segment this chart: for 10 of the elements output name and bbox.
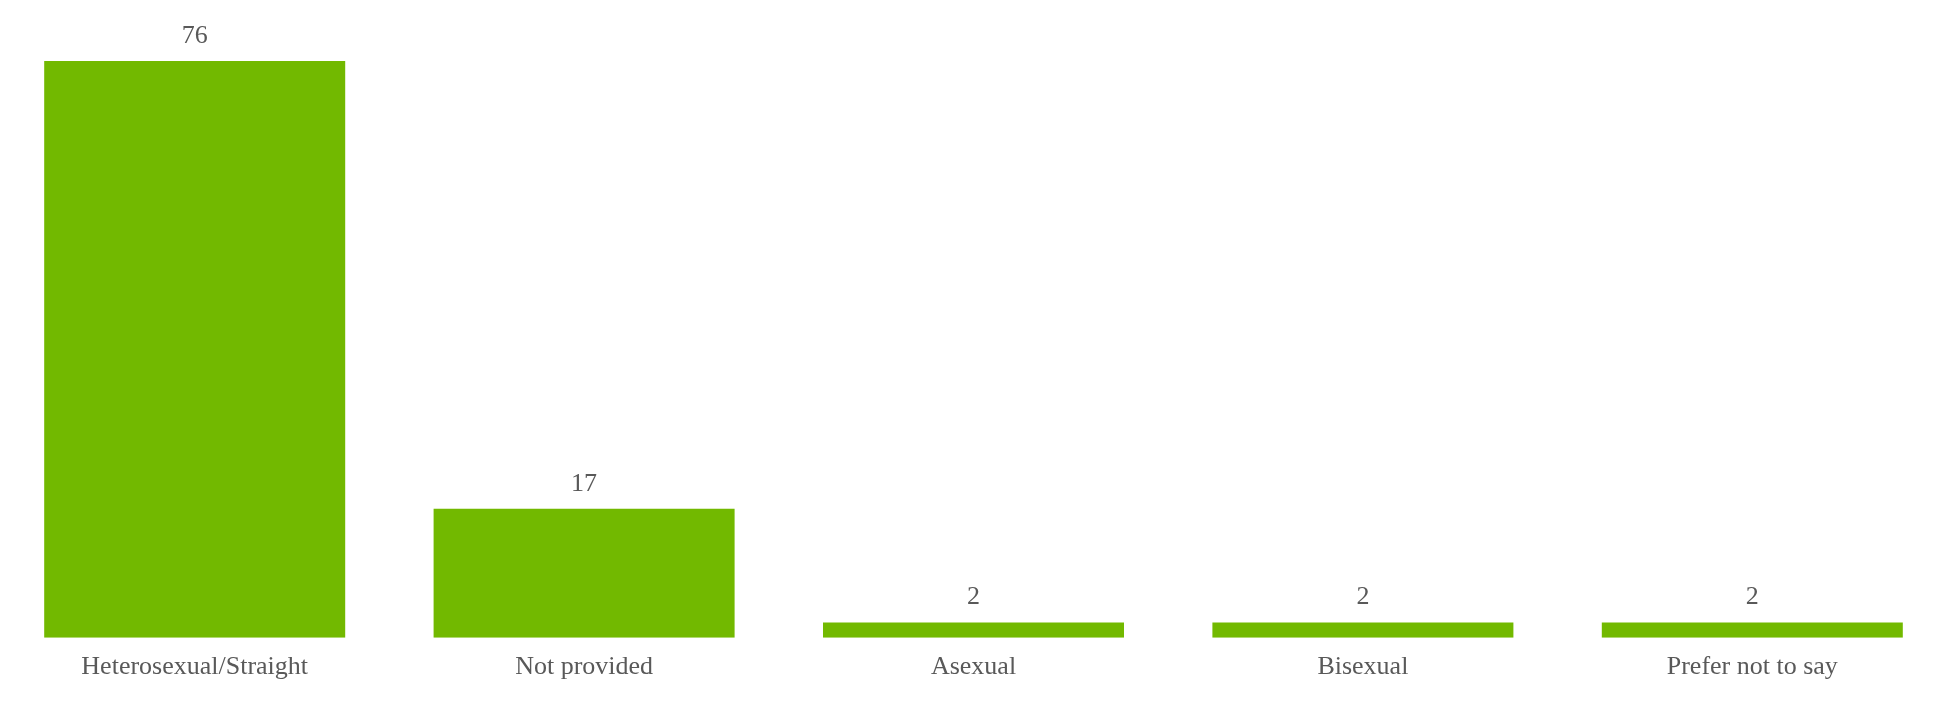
x-tick-label: Asexual (930, 651, 1017, 681)
data-label: 17 (571, 467, 598, 497)
x-tick-label: Bisexual (1317, 651, 1409, 681)
x-tick-label: Not provided (515, 651, 654, 681)
x-tick-label: Prefer not to say (1666, 651, 1838, 681)
x-tick-label: Heterosexual/Straight (81, 651, 309, 681)
data-label: 2 (1356, 581, 1370, 611)
data-label: 2 (1745, 581, 1759, 611)
data-label: 76 (181, 19, 208, 49)
data-label: 2 (967, 581, 980, 611)
